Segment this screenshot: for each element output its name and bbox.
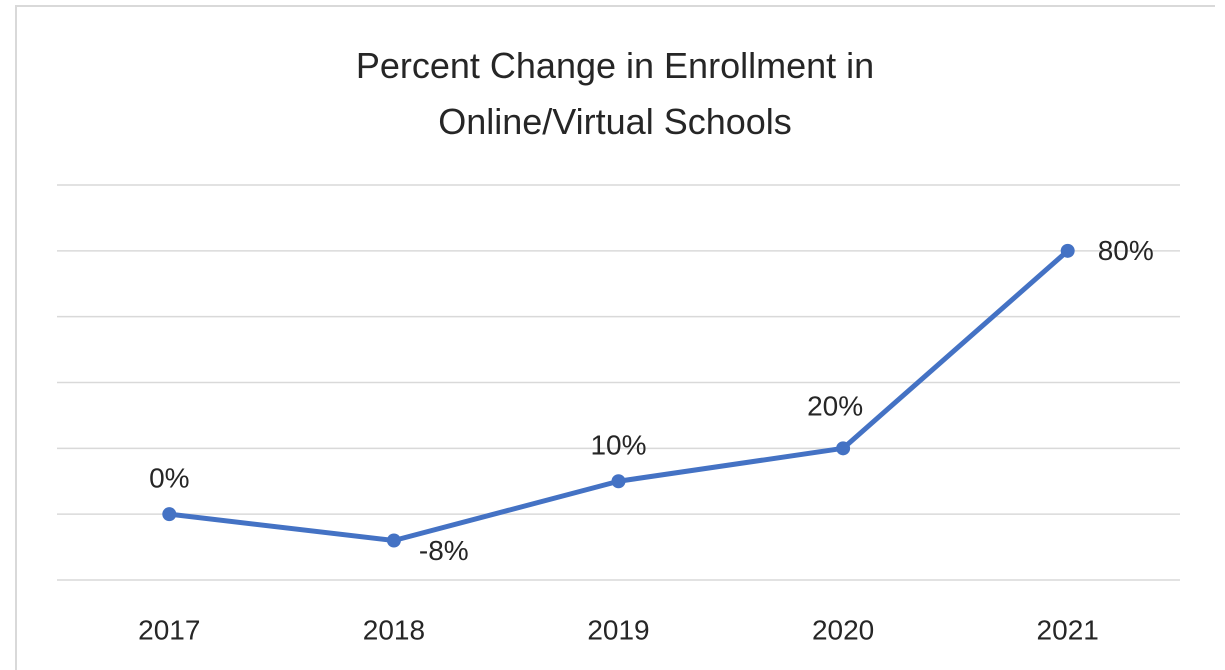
- point: [162, 507, 177, 522]
- chart-title: Percent Change in Enrollment in Online/V…: [355, 45, 875, 142]
- data-label: 20%: [807, 391, 863, 422]
- point: [1060, 243, 1075, 258]
- point: [611, 474, 626, 489]
- point: [836, 441, 851, 456]
- data-label: -8%: [419, 535, 469, 566]
- x-tick-label: 2020: [812, 614, 874, 645]
- data-label: 10%: [590, 430, 646, 461]
- data-label: 0%: [149, 463, 189, 494]
- data-label: 80%: [1098, 235, 1154, 266]
- x-tick-label: 2018: [363, 614, 425, 645]
- x-tick-label: 2021: [1037, 614, 1099, 645]
- chart-frame: [15, 5, 1215, 670]
- line: [169, 248, 1070, 543]
- x-tick-label: 2019: [587, 614, 649, 645]
- x-tick-label: 2017: [138, 614, 200, 645]
- point: [386, 533, 401, 548]
